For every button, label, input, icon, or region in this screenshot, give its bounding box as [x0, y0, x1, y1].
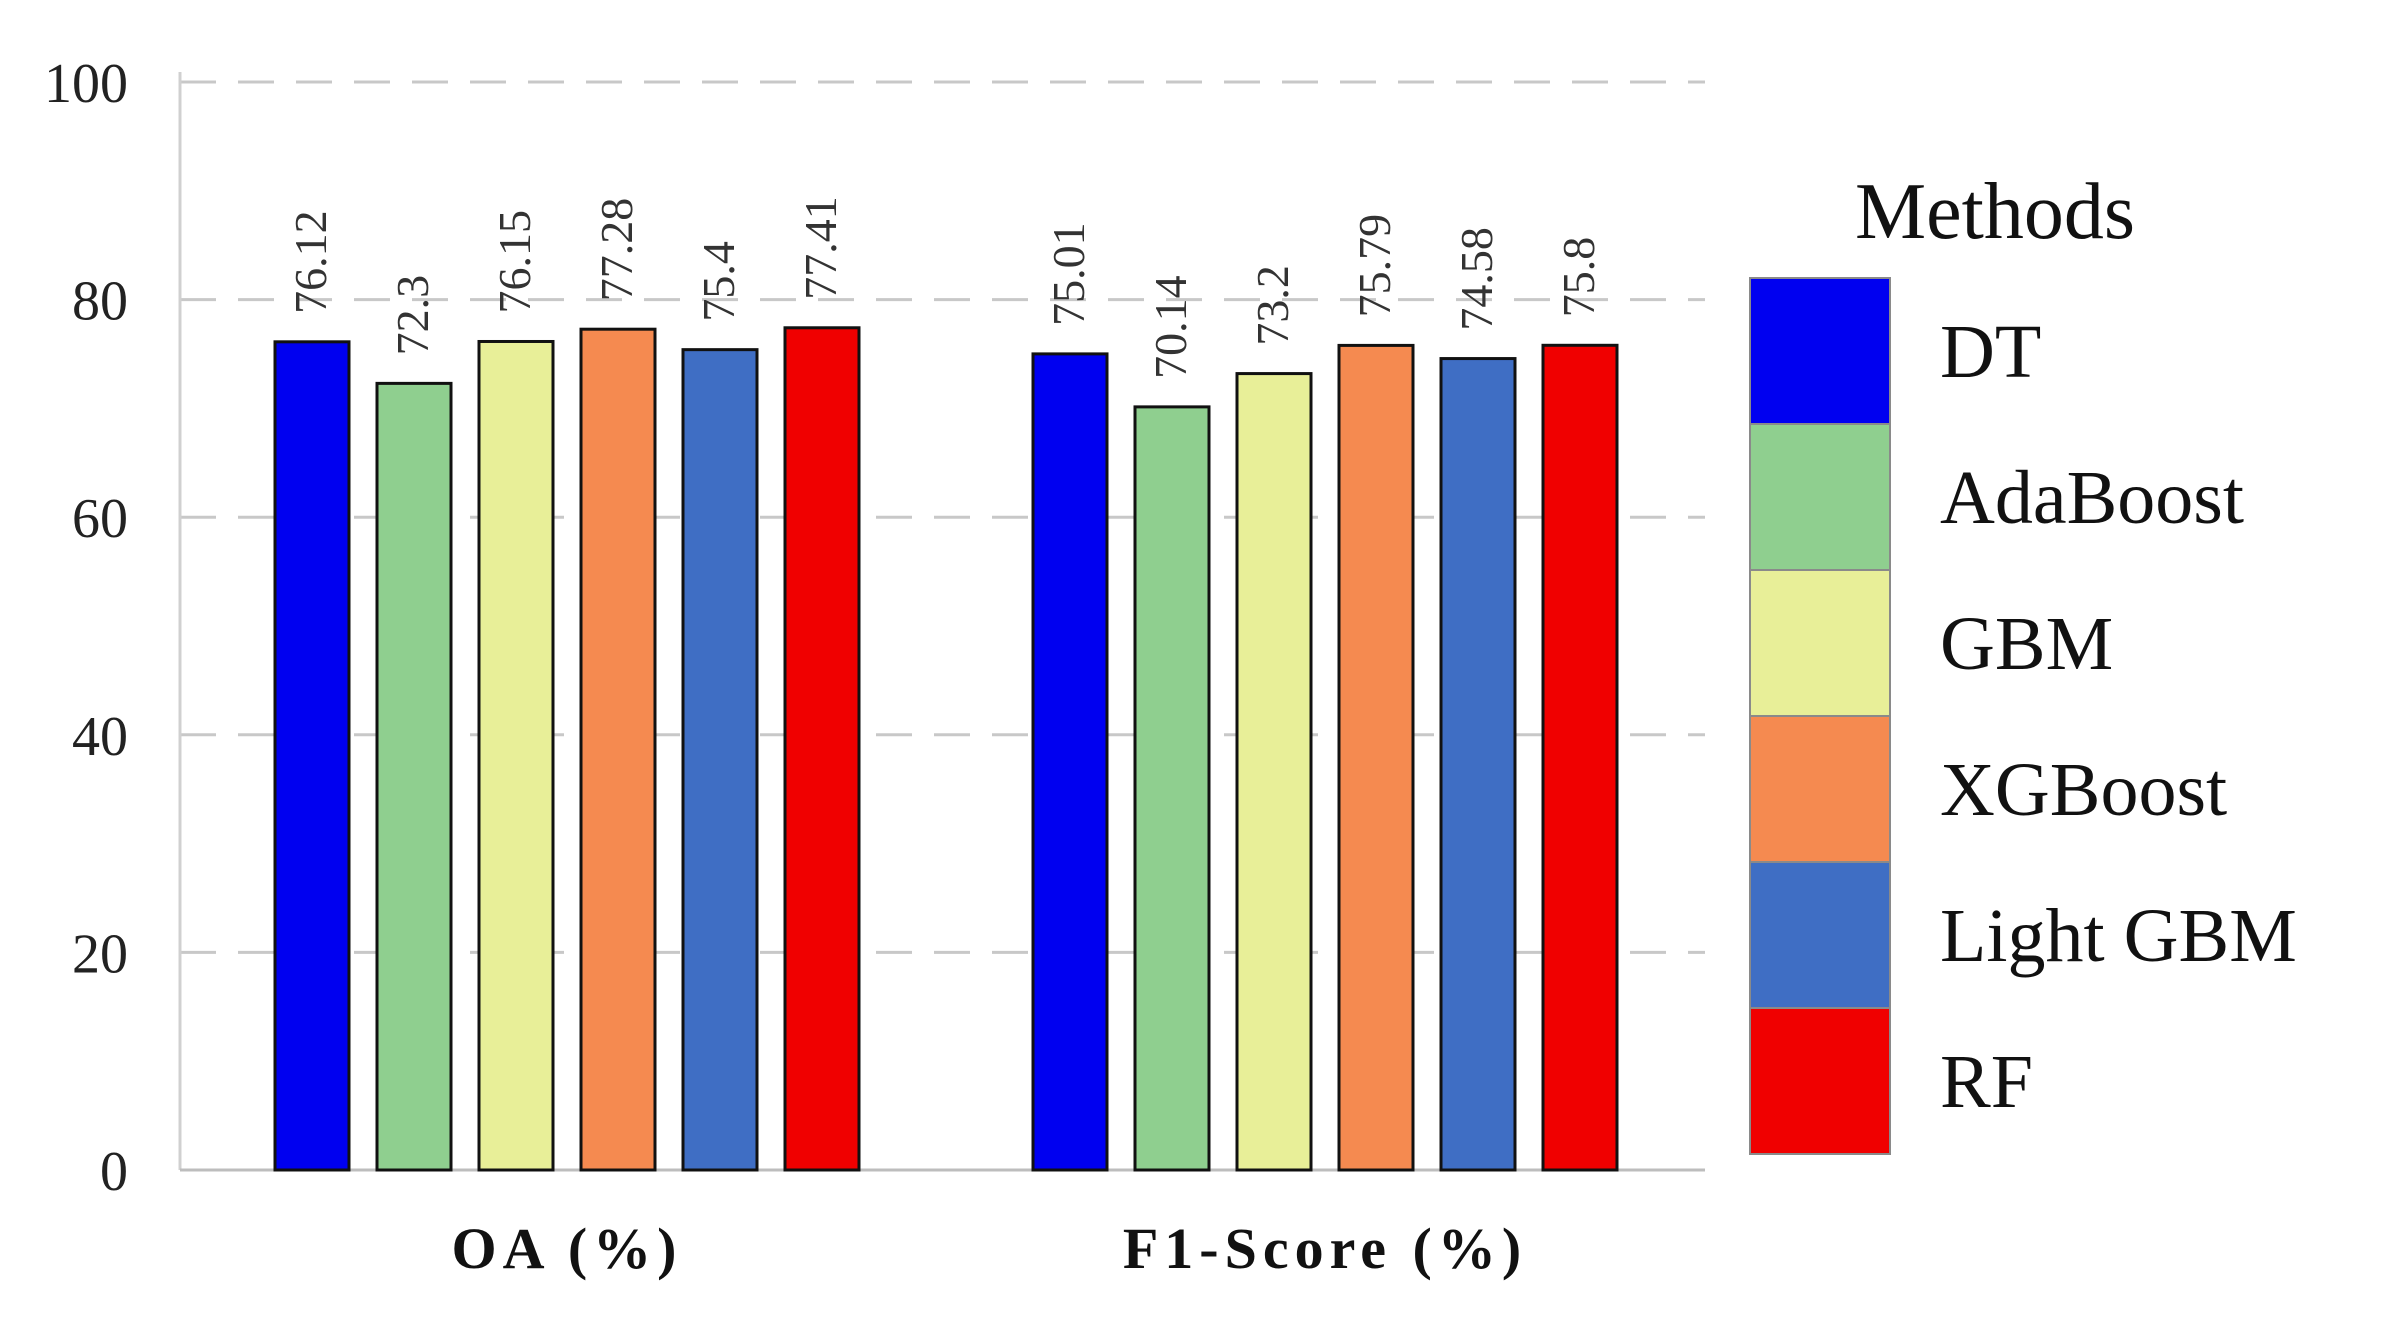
bar-oa-adaboost — [375, 381, 453, 1172]
legend-label-rf: RF — [1940, 1040, 2033, 1124]
data-labels: 76.12 72.3 76.15 77.28 75.4 77.41 75.01 70.14 73… — [285, 196, 1604, 379]
y-tick-label-60: 60 — [72, 488, 128, 550]
axes: 0 20 40 60 80 100 OA (%) F1-Score (%) — [44, 53, 1705, 1281]
bar-f1-score-gbm — [1235, 372, 1313, 1172]
bar-f1-score-dt — [1031, 352, 1109, 1172]
data-label-oa-xgboost: 77.28 — [591, 198, 642, 302]
legend-swatch-light-gbm — [1749, 861, 1891, 1009]
legend-label-dt: DT — [1940, 310, 2041, 394]
x-category-label-f1-score: F1-Score (%) — [1123, 1216, 1527, 1281]
legend-swatch-adaboost — [1749, 423, 1891, 571]
legend-label-light-gbm: Light GBM — [1940, 894, 2297, 978]
legend-title: Methods — [1855, 168, 2135, 256]
data-label-f1-score-dt: 75.01 — [1043, 222, 1094, 326]
y-tick-label-20: 20 — [72, 923, 128, 985]
data-label-f1-score-adaboost: 70.14 — [1145, 275, 1196, 379]
legend: Methods DT AdaBoost GBM XGBoost Light GBM RF — [1749, 168, 2297, 1155]
bar-oa-gbm — [477, 339, 555, 1172]
bar-oa-xgboost — [579, 327, 657, 1172]
bar-oa-dt — [273, 340, 351, 1172]
bars — [273, 326, 1619, 1172]
data-label-oa-rf: 77.41 — [795, 196, 846, 300]
bar-f1-score-rf — [1541, 343, 1619, 1172]
bar-f1-score-adaboost — [1133, 405, 1211, 1172]
legend-swatch-rf — [1749, 1007, 1891, 1155]
data-label-f1-score-gbm: 73.2 — [1247, 265, 1298, 346]
bar-f1-score-light-gbm — [1439, 357, 1517, 1172]
y-tick-label-40: 40 — [72, 706, 128, 768]
bar-oa-rf — [783, 326, 861, 1172]
data-label-oa-adaboost: 72.3 — [387, 275, 438, 356]
legend-label-xgboost: XGBoost — [1940, 748, 2227, 832]
legend-label-adaboost: AdaBoost — [1940, 456, 2244, 540]
y-tick-label-100: 100 — [44, 53, 128, 115]
y-tick-label-0: 0 — [100, 1141, 128, 1203]
data-label-f1-score-rf: 75.8 — [1553, 237, 1604, 318]
x-category-label-oa: OA (%) — [452, 1216, 683, 1281]
bar-f1-score-xgboost — [1337, 343, 1415, 1172]
data-label-oa-gbm: 76.15 — [489, 210, 540, 314]
legend-swatch-xgboost — [1749, 715, 1891, 863]
legend-label-gbm: GBM — [1940, 602, 2113, 686]
data-label-oa-light-gbm: 75.4 — [693, 241, 744, 322]
data-label-f1-score-xgboost: 75.79 — [1349, 214, 1400, 318]
legend-swatch-gbm — [1749, 569, 1891, 717]
bar-oa-light-gbm — [681, 348, 759, 1172]
data-label-oa-dt: 76.12 — [285, 210, 336, 314]
y-tick-label-80: 80 — [72, 271, 128, 333]
legend-swatch-dt — [1749, 277, 1891, 425]
data-label-f1-score-light-gbm: 74.58 — [1451, 227, 1502, 331]
